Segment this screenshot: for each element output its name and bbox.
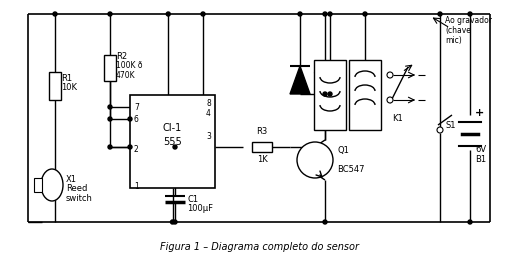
Circle shape (438, 12, 442, 16)
Circle shape (328, 92, 332, 96)
Text: 555: 555 (163, 137, 182, 147)
Circle shape (323, 220, 327, 224)
Text: R1: R1 (61, 74, 72, 83)
Circle shape (298, 12, 302, 16)
Text: 4: 4 (206, 109, 211, 118)
Circle shape (323, 12, 327, 16)
Circle shape (297, 142, 333, 178)
Text: switch: switch (66, 194, 93, 203)
Circle shape (173, 220, 177, 224)
Text: S1: S1 (446, 121, 457, 130)
Text: 7: 7 (134, 103, 139, 112)
Ellipse shape (41, 169, 63, 201)
Circle shape (363, 12, 367, 16)
Text: Q1: Q1 (337, 146, 349, 155)
Text: Figura 1 – Diagrama completo do sensor: Figura 1 – Diagrama completo do sensor (161, 242, 359, 252)
Text: 100μF: 100μF (187, 204, 213, 213)
Text: +: + (475, 108, 484, 118)
Text: Reed: Reed (66, 184, 87, 193)
Circle shape (53, 12, 57, 16)
Text: R2: R2 (116, 52, 127, 61)
Bar (349, 60, 381, 130)
Circle shape (108, 105, 112, 109)
Bar (314, 60, 346, 130)
Text: 1N914: 1N914 (312, 72, 340, 81)
Text: 6V: 6V (475, 145, 486, 154)
Circle shape (108, 117, 112, 121)
Text: B1: B1 (475, 155, 486, 164)
Polygon shape (290, 66, 310, 94)
Text: 6: 6 (134, 115, 139, 124)
Circle shape (128, 117, 132, 121)
Text: 3: 3 (206, 132, 211, 141)
Text: 8: 8 (206, 99, 211, 108)
Text: 10K: 10K (61, 83, 77, 92)
Text: K1: K1 (392, 114, 403, 123)
Circle shape (108, 12, 112, 16)
Text: mic): mic) (445, 36, 462, 45)
Circle shape (387, 72, 393, 78)
Text: C1: C1 (187, 195, 198, 204)
Text: R3: R3 (256, 127, 268, 136)
Text: 100K ð: 100K ð (116, 61, 142, 70)
Bar (34, 178, 42, 192)
Circle shape (201, 12, 205, 16)
Circle shape (166, 12, 170, 16)
Circle shape (323, 92, 327, 96)
Text: 1: 1 (134, 182, 139, 191)
Text: 2: 2 (134, 145, 139, 154)
Text: X1: X1 (66, 175, 77, 184)
Bar (130, 95, 215, 188)
Text: (chave: (chave (445, 26, 471, 35)
Text: 470K: 470K (116, 71, 136, 80)
Text: Ao gravador: Ao gravador (445, 16, 492, 25)
Bar (49, 72, 61, 100)
Bar (104, 55, 116, 81)
Circle shape (468, 220, 472, 224)
Bar (252, 142, 272, 151)
Text: BC547: BC547 (337, 165, 365, 174)
Text: 1K: 1K (257, 154, 267, 163)
Circle shape (328, 12, 332, 16)
Circle shape (108, 145, 112, 149)
Circle shape (387, 97, 393, 103)
Circle shape (171, 220, 175, 224)
Circle shape (128, 145, 132, 149)
Text: CI-1: CI-1 (163, 123, 182, 133)
Circle shape (437, 127, 443, 133)
Circle shape (173, 145, 177, 149)
Circle shape (468, 12, 472, 16)
